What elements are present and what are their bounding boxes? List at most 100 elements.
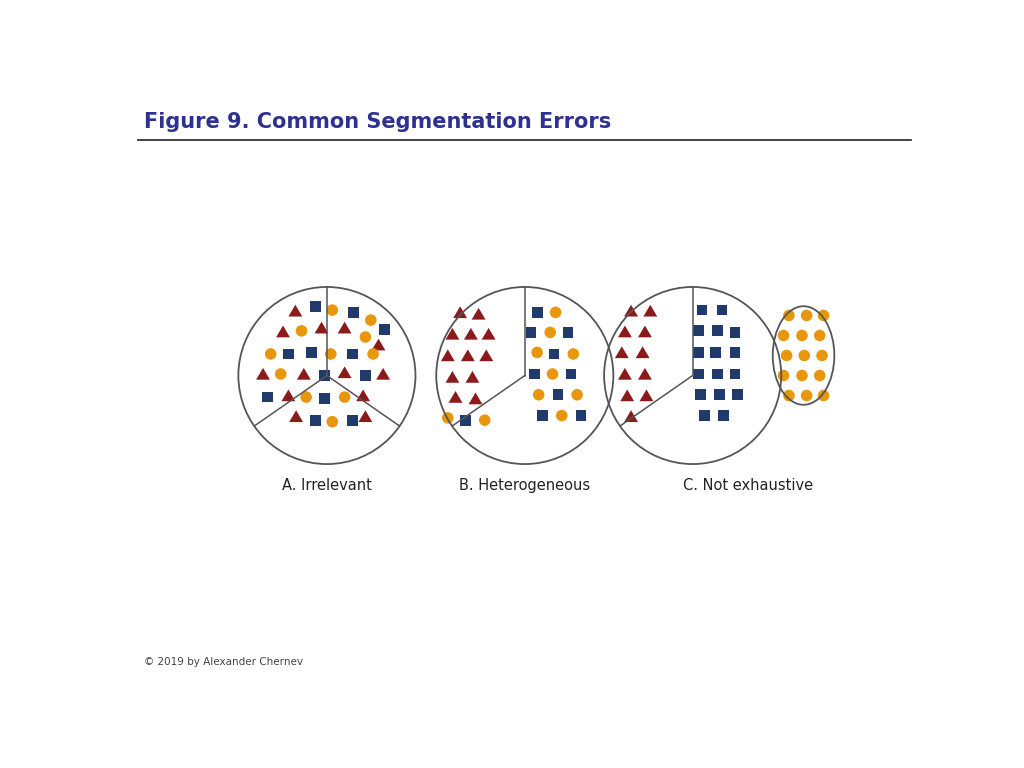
Circle shape [325,348,337,359]
Polygon shape [338,322,351,333]
Bar [529,369,541,379]
Bar [348,307,359,318]
Polygon shape [464,328,478,339]
Text: Figure 9. Common Segmentation Errors: Figure 9. Common Segmentation Errors [144,112,611,132]
Polygon shape [469,392,482,404]
Circle shape [556,410,567,422]
Circle shape [547,368,558,379]
Circle shape [550,306,561,318]
Circle shape [801,390,812,402]
Bar [460,415,471,425]
Text: A. Irrelevant: A. Irrelevant [282,478,372,493]
Text: C. Not exhaustive: C. Not exhaustive [683,478,813,493]
Polygon shape [297,368,310,379]
Circle shape [818,390,829,402]
Bar [693,369,705,379]
Circle shape [532,389,545,401]
Circle shape [327,416,338,428]
Circle shape [545,326,556,338]
Bar [319,393,330,404]
Circle shape [801,310,812,321]
Polygon shape [454,306,467,318]
Circle shape [479,415,490,426]
Circle shape [778,329,790,341]
Polygon shape [441,349,455,361]
Circle shape [442,412,454,424]
Bar [347,415,357,425]
Bar [360,370,371,381]
Bar [538,410,548,421]
Circle shape [300,392,312,403]
Bar [565,369,577,379]
Circle shape [797,369,808,381]
Polygon shape [289,410,303,422]
Text: B. Heterogeneous: B. Heterogeneous [459,478,591,493]
Bar [347,349,357,359]
Text: © 2019 by Alexander Chernev: © 2019 by Alexander Chernev [144,657,303,667]
Polygon shape [625,305,638,316]
Polygon shape [614,346,629,358]
Polygon shape [372,339,385,350]
Polygon shape [276,326,290,337]
Polygon shape [282,389,295,401]
Bar [525,327,537,338]
Polygon shape [445,371,460,382]
Bar [714,389,725,400]
Bar [730,327,740,338]
Bar [712,369,723,379]
Polygon shape [643,305,657,316]
Bar [306,347,316,358]
Bar [717,305,727,316]
Polygon shape [338,366,351,378]
Polygon shape [376,368,390,379]
Circle shape [296,325,307,336]
Polygon shape [314,322,329,333]
Polygon shape [621,389,634,401]
Bar [262,392,273,402]
Circle shape [814,329,825,341]
Circle shape [816,349,827,361]
Bar [698,410,710,421]
Circle shape [567,348,580,359]
Circle shape [814,369,825,381]
Bar [549,349,559,359]
Circle shape [265,348,276,359]
Circle shape [339,392,350,403]
Polygon shape [445,328,460,339]
Polygon shape [472,308,485,319]
Bar [693,326,705,336]
Bar [531,307,543,318]
Circle shape [531,346,543,358]
Bar [379,324,390,335]
Polygon shape [356,389,370,401]
Bar [283,349,294,359]
Bar [319,370,330,381]
Polygon shape [640,389,653,401]
Polygon shape [617,326,632,337]
Circle shape [781,349,793,361]
Bar [562,327,573,338]
Polygon shape [289,305,302,316]
Circle shape [799,349,810,361]
Circle shape [327,304,338,316]
Circle shape [783,390,795,402]
Bar [693,347,705,358]
Bar [730,369,740,379]
Bar [310,301,321,312]
Circle shape [274,368,287,379]
Polygon shape [466,371,479,382]
Bar [695,389,706,400]
Circle shape [778,369,790,381]
Bar [696,305,708,316]
Bar [310,415,321,425]
Circle shape [797,329,808,341]
Polygon shape [358,410,373,422]
Polygon shape [479,349,494,361]
Polygon shape [461,349,475,361]
Polygon shape [638,368,652,379]
Circle shape [365,314,377,326]
Circle shape [783,310,795,321]
Circle shape [359,331,371,343]
Bar [711,347,721,358]
Bar [732,389,742,400]
